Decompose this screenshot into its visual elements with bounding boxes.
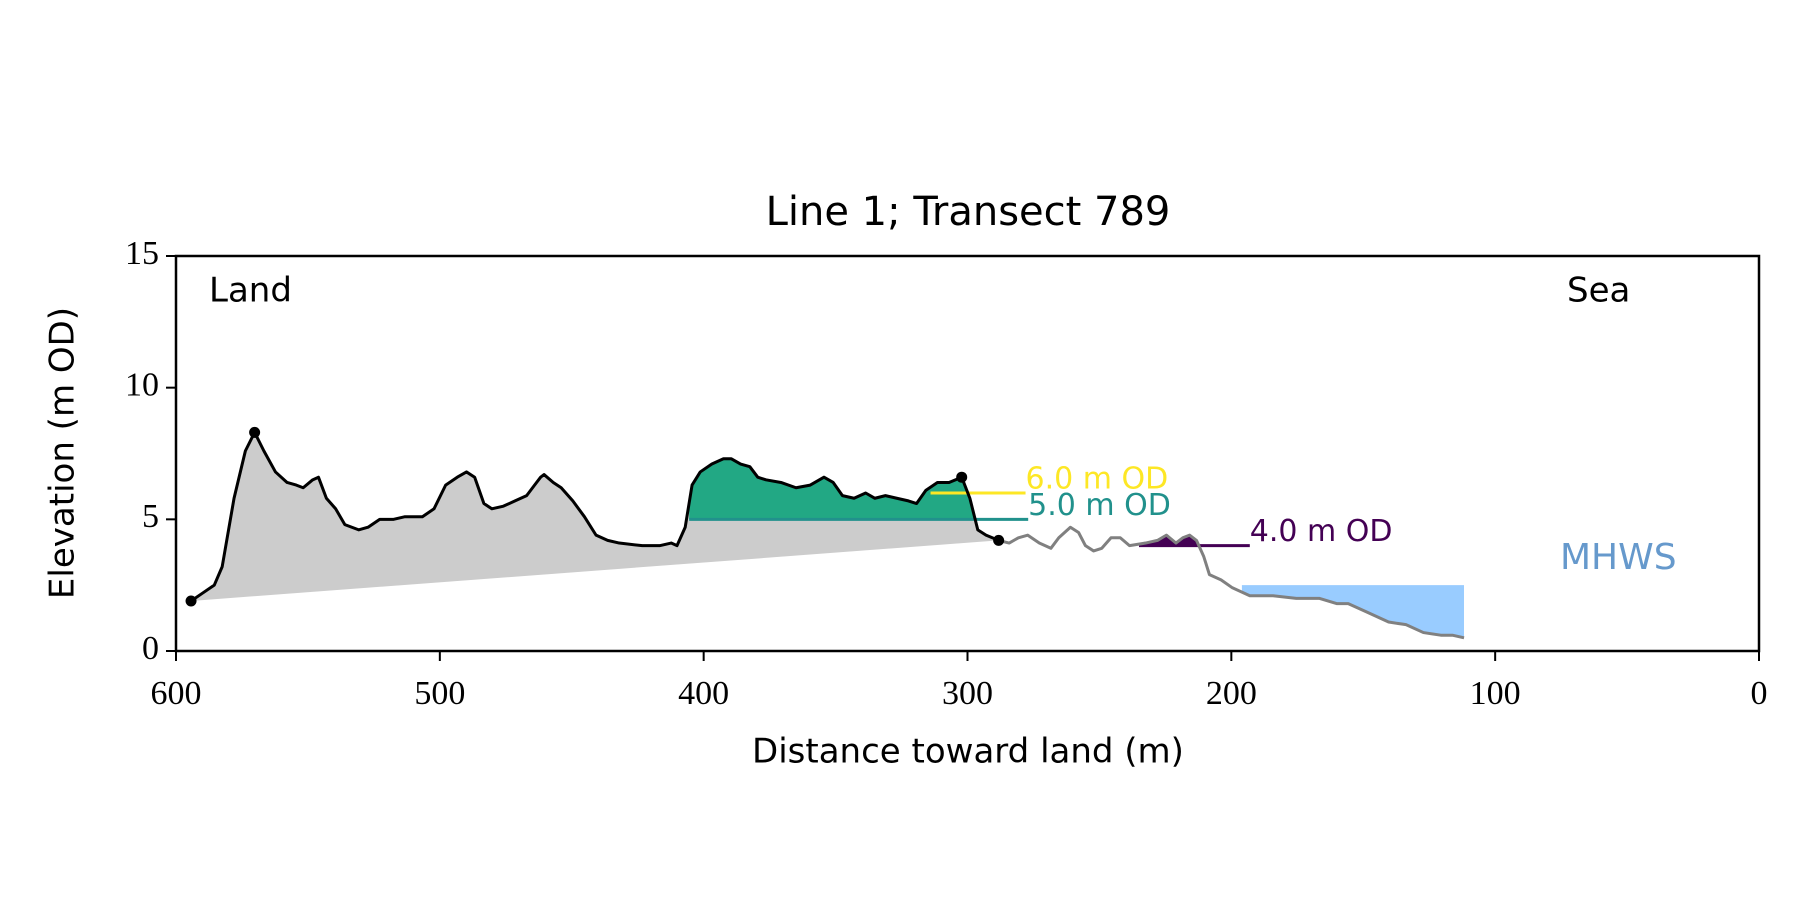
- x-tick-label: 400: [678, 675, 729, 712]
- x-tick-label: 600: [151, 675, 202, 712]
- y-tick-label: 10: [125, 366, 159, 403]
- chart-title: Line 1; Transect 789: [766, 189, 1171, 235]
- x-tick-label: 100: [1470, 675, 1521, 712]
- x-tick-label: 0: [1751, 675, 1768, 712]
- level-label: 6.0 m OD: [1026, 462, 1169, 497]
- x-tick-label: 200: [1206, 675, 1257, 712]
- profile-line: [190, 430, 1000, 603]
- marker: [956, 471, 968, 483]
- profile-area: [191, 432, 999, 601]
- marker: [993, 534, 1005, 546]
- annotation: Land: [209, 271, 292, 311]
- y-tick-label: 5: [142, 498, 159, 535]
- level-label: 4.0 m OD: [1250, 514, 1393, 549]
- x-axis-label: Distance toward land (m): [752, 732, 1184, 772]
- plot-frame: [174, 254, 1761, 653]
- y-axis-label: Elevation (m OD): [43, 307, 83, 599]
- level-fill: [689, 458, 1029, 520]
- level-label: 5.0 m OD: [1028, 488, 1171, 523]
- mhws-label: MHWS: [1560, 537, 1677, 578]
- y-tick-label: 0: [142, 630, 159, 667]
- x-tick-label: 300: [942, 675, 993, 712]
- marker: [185, 595, 197, 607]
- x-tick-label: 500: [414, 675, 465, 712]
- y-tick-label: 15: [125, 235, 159, 272]
- annotation: Sea: [1567, 271, 1630, 311]
- marker: [249, 426, 261, 438]
- profile-line: [998, 525, 1465, 640]
